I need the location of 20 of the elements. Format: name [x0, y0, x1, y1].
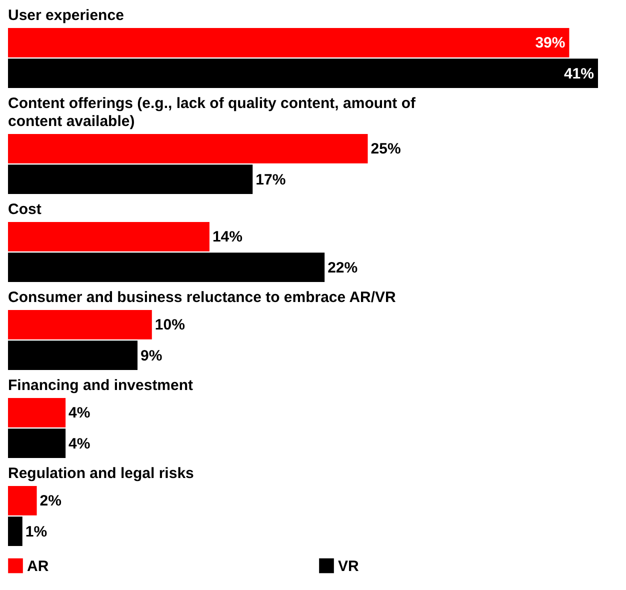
- data-label: 17%: [256, 171, 286, 188]
- legend-label: AR: [27, 558, 49, 575]
- data-label: 14%: [212, 228, 242, 246]
- y-tick-label: Financing and investment: [8, 377, 194, 394]
- data-label: 10%: [154, 316, 185, 334]
- y-tick-label: User experience: [8, 7, 124, 24]
- y-tick-label: Consumer and business reluctance to embrace AR/VR: [8, 289, 396, 306]
- data-label: 9%: [140, 347, 162, 364]
- data-label: 2%: [40, 492, 62, 510]
- data-label: 22%: [328, 259, 358, 276]
- data-label: 4%: [68, 404, 90, 422]
- y-tick-label: Content offerings (e.g., lack of quality content, amount of content available): [8, 95, 417, 130]
- data-label: 1%: [25, 523, 48, 540]
- data-label: 4%: [68, 435, 90, 452]
- data-label: 39%: [535, 34, 566, 52]
- data-label: 41%: [564, 65, 594, 82]
- data-label: 25%: [370, 140, 401, 158]
- y-tick-label: Cost: [8, 201, 42, 218]
- legend-label: VR: [338, 558, 360, 575]
- y-tick-label: Regulation and legal risks: [8, 465, 194, 482]
